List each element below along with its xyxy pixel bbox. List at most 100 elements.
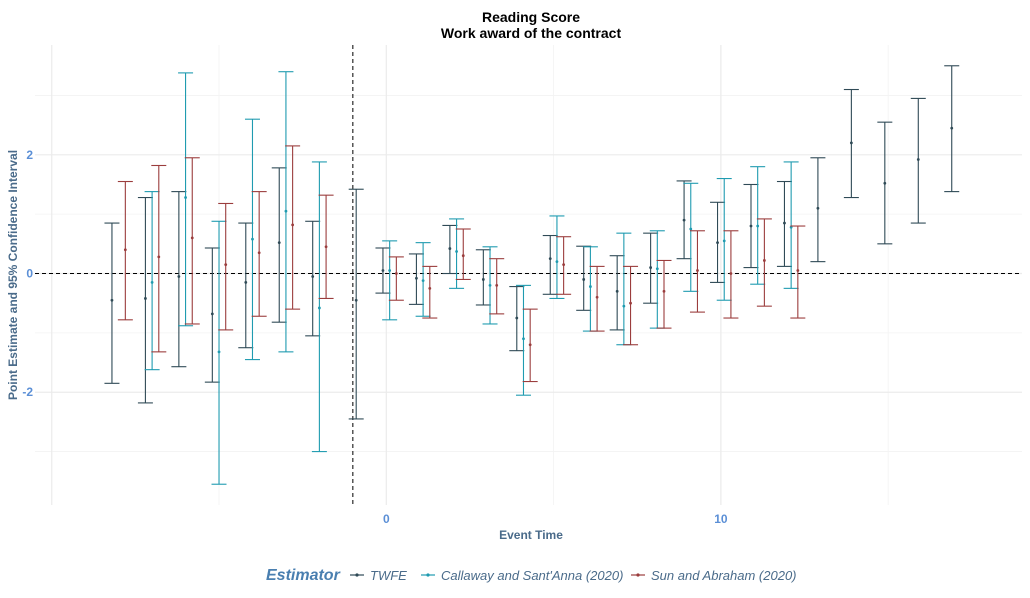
series-0 [104, 65, 960, 420]
error-bar [238, 222, 254, 349]
error-bar [756, 218, 772, 307]
y-tick-labels: -2 0 2 [22, 148, 33, 399]
point-estimate [783, 221, 786, 225]
point-estimate [729, 272, 733, 275]
error-bar [117, 180, 133, 321]
point-estimate [629, 301, 632, 305]
error-bar [910, 97, 926, 224]
error-bar [151, 164, 167, 353]
error-bar [589, 265, 605, 332]
point-estimate [595, 295, 599, 299]
point-estimate [883, 181, 887, 185]
error-bar [251, 191, 267, 317]
point-estimate [696, 269, 699, 272]
legend-item-2: Sun and Abraham (2020) [631, 568, 797, 583]
error-bar [609, 255, 625, 331]
error-bar [171, 191, 187, 368]
error-bar [944, 65, 960, 193]
point-estimate [649, 266, 653, 269]
series-1 [144, 71, 799, 485]
series-2 [117, 145, 806, 383]
point-estimate [448, 247, 452, 250]
error-bar [843, 88, 859, 199]
point-estimate [394, 272, 398, 275]
point-estimate [662, 289, 666, 293]
legend: Estimator TWFE Callaway and Sant'Anna (20… [266, 567, 797, 584]
error-bar [776, 180, 792, 267]
point-estimate [354, 298, 358, 302]
x-axis-title: Event Time [499, 528, 563, 542]
point-estimate [749, 224, 753, 228]
point-estimate [277, 241, 281, 245]
x-tick-label: 10 [714, 512, 728, 526]
legend-label: TWFE [370, 568, 407, 583]
point-estimate [421, 279, 425, 283]
series-layer [104, 65, 960, 485]
error-bar [522, 308, 538, 383]
error-bar [311, 161, 327, 453]
point-estimate [582, 278, 586, 281]
error-bar [104, 222, 120, 384]
point-estimate [144, 297, 147, 300]
error-bar [218, 202, 234, 331]
point-estimate [950, 126, 954, 130]
point-estimate [622, 304, 626, 308]
error-bar [877, 121, 893, 245]
point-estimate [756, 224, 760, 228]
point-estimate [157, 255, 161, 259]
error-bar [723, 230, 739, 319]
error-bar [489, 258, 505, 315]
legend-key-point [636, 573, 640, 577]
point-estimate [388, 269, 392, 272]
error-bar [318, 194, 334, 299]
error-bar [542, 234, 558, 295]
point-estimate [495, 283, 499, 287]
reference-lines [35, 45, 1022, 505]
point-estimate [244, 281, 248, 284]
point-estimate [716, 241, 719, 245]
x-tick-labels: 0 10 [383, 512, 728, 526]
legend-item-1: Callaway and Sant'Anna (2020) [421, 568, 623, 583]
point-estimate [615, 289, 619, 293]
point-estimate [317, 306, 321, 310]
error-bar [743, 183, 759, 269]
point-estimate [562, 263, 566, 267]
point-estimate [123, 248, 127, 252]
legend-items: TWFE Callaway and Sant'Anna (2020) Sun and… [350, 568, 797, 583]
point-estimate [284, 209, 288, 213]
error-bar [137, 196, 153, 404]
error-bar [509, 286, 525, 352]
error-bar [783, 161, 799, 289]
error-bar [716, 177, 732, 301]
error-bar [244, 118, 260, 361]
point-estimate [251, 237, 254, 241]
error-bar [482, 246, 498, 325]
point-estimate [291, 223, 295, 227]
chart-title: Reading Score [482, 9, 580, 25]
legend-label: Callaway and Sant'Anna (2020) [441, 568, 623, 583]
point-estimate [548, 257, 552, 261]
point-estimate [916, 158, 920, 161]
error-bar [278, 71, 294, 353]
error-bar [285, 145, 301, 310]
error-bar [455, 228, 471, 281]
error-bar [549, 215, 565, 299]
error-bar [382, 240, 398, 321]
y-axis-title: Point Estimate and 95% Confidence Interv… [6, 150, 20, 400]
error-bar [178, 72, 194, 327]
y-tick-label: 2 [26, 148, 33, 162]
point-estimate [796, 269, 800, 272]
point-estimate [184, 196, 187, 199]
error-bar [408, 253, 424, 305]
point-estimate [555, 260, 559, 264]
point-estimate [588, 285, 592, 288]
legend-key-point [355, 573, 359, 577]
error-bar [515, 284, 531, 396]
legend-title: Estimator [266, 567, 341, 584]
error-bar [184, 157, 200, 325]
error-bar [305, 220, 321, 337]
plot-panel [35, 45, 1022, 505]
point-estimate [381, 269, 385, 272]
point-estimate [461, 254, 465, 258]
